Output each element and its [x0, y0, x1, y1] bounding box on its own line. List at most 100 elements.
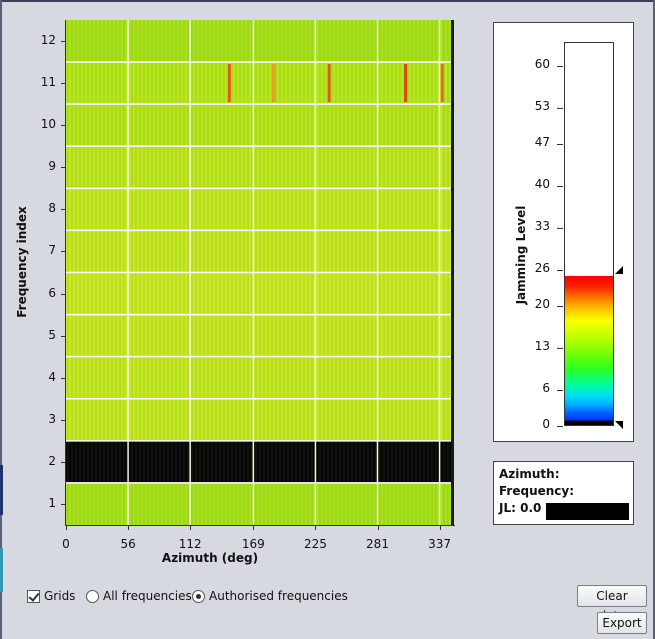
hot-cell[interactable] [440, 64, 444, 103]
checkbox-checked-icon[interactable] [27, 589, 40, 603]
colorbar-tick-label: 20 [534, 297, 550, 311]
jamming-level-fill [565, 275, 613, 425]
heatmap-row-8[interactable] [66, 188, 454, 231]
all-frequencies-label: All frequencies [103, 589, 192, 603]
colorbar-tick-label: 53 [534, 99, 550, 113]
y-tick-mark [61, 461, 65, 463]
x-tick-mark [66, 526, 67, 530]
clear-data-button[interactable]: Clear data [577, 585, 647, 623]
heatmap-row-5[interactable] [66, 314, 454, 357]
x-tick-mark [128, 526, 130, 530]
y-tick-label: 6 [48, 285, 56, 300]
frequency-readout: Frequency: [499, 484, 575, 498]
x-tick-mark [253, 526, 255, 530]
colorbar-tick-label: 0 [542, 417, 550, 431]
heatmap-row-10[interactable] [66, 104, 454, 147]
colorbar-panel: Jamming Level 0 6 13 20 26 33 40 47 53 60 [493, 22, 634, 442]
grids-label: Grids [44, 589, 76, 603]
y-tick-label: 4 [48, 369, 56, 384]
colorbar-tick-label: 33 [534, 219, 550, 233]
jl-readout: JL: 0.0 [499, 501, 542, 515]
colorbar-tick-mark [557, 270, 563, 271]
y-tick-label: 3 [48, 411, 56, 426]
y-tick-label: 10 [40, 117, 56, 132]
heatmap-row-2[interactable] [66, 440, 454, 483]
all-frequencies-radio[interactable]: All frequencies [86, 587, 192, 605]
colorbar-tick-label: 47 [534, 135, 550, 149]
y-tick-mark [61, 377, 65, 379]
heatmap-plot[interactable] [66, 20, 454, 525]
x-tick-label: 225 [303, 537, 327, 551]
window-left-border [0, 0, 2, 639]
colorbar-tick-mark [557, 390, 563, 391]
y-tick-mark [61, 419, 65, 421]
hot-cell[interactable] [272, 64, 276, 103]
colorbar-tick-mark [557, 66, 563, 67]
heatmap-row-11[interactable] [66, 62, 454, 105]
jl-color-swatch [546, 503, 629, 520]
window-right-border [653, 0, 655, 639]
x-tick-label: 0 [62, 537, 70, 551]
hot-cell[interactable] [327, 64, 331, 103]
level-marker-top-icon[interactable] [615, 266, 623, 274]
y-tick-mark [61, 83, 65, 85]
y-tick-mark [61, 209, 65, 211]
x-tick-label: 112 [178, 537, 202, 551]
heatmap-row-9[interactable] [66, 146, 454, 189]
azimuth-readout: Azimuth: [499, 467, 560, 481]
hot-cell[interactable] [227, 64, 231, 103]
heatmap-canvas[interactable] [66, 20, 454, 525]
heatmap-row-4[interactable] [66, 356, 454, 399]
heatmap-row-3[interactable] [66, 398, 454, 441]
colorbar-tick-label: 13 [534, 339, 550, 353]
grids-checkbox[interactable]: Grids [27, 587, 75, 605]
colorbar-tick-mark [557, 108, 563, 109]
info-panel: Azimuth: Frequency: JL: 0.0 [493, 461, 634, 525]
colorbar-tick-mark [557, 426, 563, 427]
y-tick-label: 5 [48, 327, 56, 342]
y-tick-label: 11 [40, 75, 56, 90]
background-window-edge [0, 465, 3, 515]
y-axis-title: Frequency index [15, 206, 29, 318]
level-marker-bottom-icon[interactable] [615, 421, 623, 429]
export-button[interactable]: Export [597, 612, 647, 634]
colorbar-tick-mark [557, 228, 563, 229]
radio-selected-icon[interactable] [192, 589, 205, 603]
x-tick-mark [439, 526, 441, 530]
colorbar-tube [564, 42, 614, 426]
colorbar-tick-label: 26 [534, 261, 550, 275]
colorbar-tick-mark [557, 186, 563, 187]
y-tick-label: 12 [40, 33, 56, 48]
heatmap-row-7[interactable] [66, 230, 454, 273]
x-tick-label: 337 [428, 537, 452, 551]
y-tick-label: 1 [48, 495, 56, 510]
y-tick-label: 9 [48, 159, 56, 174]
authorised-frequencies-radio[interactable]: Authorised frequencies [192, 587, 348, 605]
radio-unselected-icon[interactable] [86, 589, 99, 603]
y-tick-label: 8 [48, 201, 56, 216]
x-tick-mark [377, 526, 379, 530]
x-axis-line [66, 525, 455, 526]
window-top-border [0, 0, 655, 2]
y-tick-mark [61, 503, 65, 505]
y-tick-mark [61, 167, 65, 169]
colorbar-tick-mark [557, 144, 563, 145]
y-tick-mark [61, 293, 65, 295]
heatmap-row-12[interactable] [66, 20, 454, 63]
colorbar-tick-label: 40 [534, 177, 550, 191]
x-tick-mark [315, 526, 317, 530]
y-tick-mark [61, 125, 65, 127]
colorbar-tick-mark [557, 348, 563, 349]
y-axis-line [65, 20, 66, 526]
plot-right-edge [451, 20, 454, 525]
y-tick-mark [61, 335, 65, 337]
x-tick-label: 169 [241, 537, 265, 551]
colorbar-tick-label: 60 [534, 57, 550, 71]
heatmap-row-1[interactable] [66, 482, 454, 525]
x-axis-title: Azimuth (deg) [161, 551, 259, 565]
y-tick-label: 2 [48, 453, 56, 468]
hot-cell[interactable] [404, 64, 408, 103]
y-tick-label: 7 [48, 243, 56, 258]
x-tick-label: 56 [120, 537, 136, 551]
heatmap-row-6[interactable] [66, 272, 454, 315]
